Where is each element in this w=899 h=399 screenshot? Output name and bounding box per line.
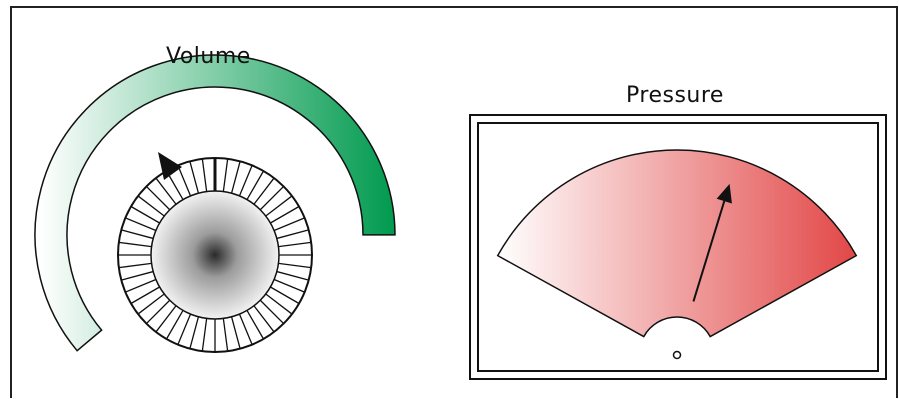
knob-notch [177,313,192,345]
instrument-panel [10,6,898,398]
knob-notch [145,299,171,325]
pressure-dial-sector [496,149,858,338]
knob-notch [278,241,312,248]
knob-notch [222,318,229,352]
triangle-pointer-icon [158,152,182,180]
arrow-head-icon [716,183,732,204]
knob-notch [270,286,300,305]
knob-notch [177,165,192,197]
knob-notch [276,229,309,240]
knob-notch [130,205,160,224]
knob-notch [189,316,200,349]
knob-notch [238,165,253,197]
knob-notch [155,177,177,205]
pressure-gauge [469,114,887,380]
knob-notch [253,177,275,205]
knob-notch [259,299,285,325]
knob-notch [201,158,208,192]
knob-notch [165,310,184,340]
knob-notch [246,170,265,200]
knob-notch [118,241,152,248]
volume-level-arc [34,54,396,352]
gauge-frame-outer [469,114,887,380]
knob-notch [276,270,309,281]
knob-notch [125,278,157,293]
knob-notch [259,185,285,211]
knob-notch [145,185,171,211]
pivot-circle-icon [672,350,682,360]
knob-notch [201,318,208,352]
knob-notches [118,158,312,352]
knob-notch [278,262,312,269]
knob-notch [270,205,300,224]
knob-notch [121,270,154,281]
volume-label: Volume [166,44,251,69]
pressure-label: Pressure [626,83,724,108]
knob-notch [130,286,160,305]
knob-notch [246,310,265,340]
volume-knob[interactable] [117,157,313,353]
knob-notch [222,158,229,192]
knob-notch [253,305,275,333]
knob-notch [137,293,165,315]
gauge-frame-inner [477,122,879,372]
knob-notch [137,195,165,217]
knob-notch [125,217,157,232]
knob-notch [265,195,293,217]
knob-notch [121,229,154,240]
volume-control[interactable] [34,54,396,353]
knob-notch [155,305,177,333]
knob-notch [273,278,305,293]
knob-notch [238,313,253,345]
knob-notch [230,161,241,194]
knob-notch [189,161,200,194]
knob-notch [230,316,241,349]
knob-notch [265,293,293,315]
knob-center [150,190,280,320]
knob-notch [273,217,305,232]
arrow-needle-icon [692,200,726,302]
knob-notch [118,262,152,269]
